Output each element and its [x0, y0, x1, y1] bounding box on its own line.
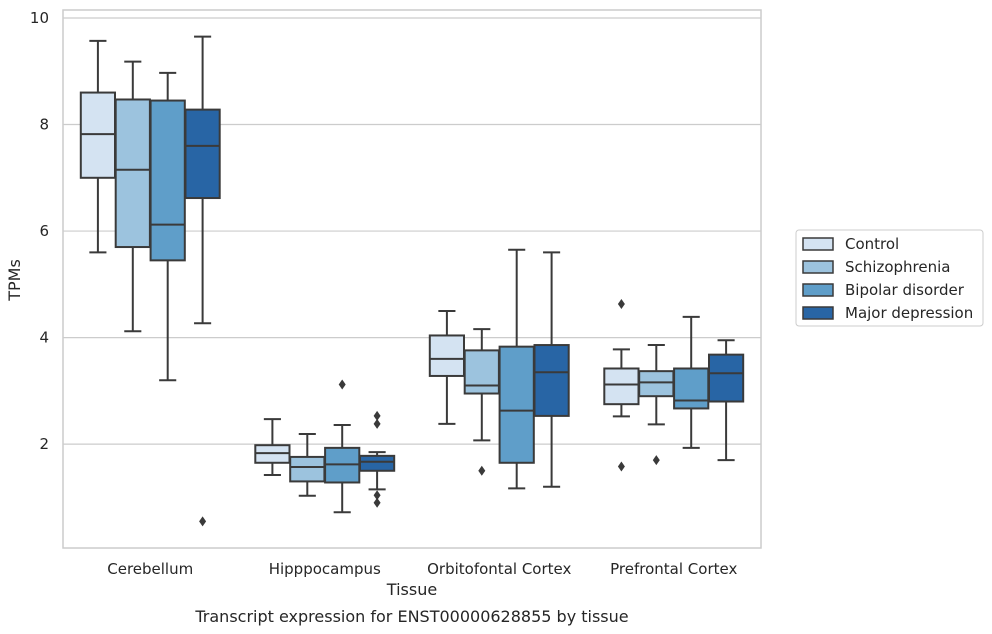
x-tick-label: Orbitofontal Cortex: [427, 560, 571, 578]
box-3-1: [358, 410, 396, 508]
box-iqr: [463, 349, 500, 395]
y-tick-label: 10: [30, 9, 49, 27]
figure-caption: Transcript expression for ENST0000062885…: [194, 607, 628, 626]
y-tick-label: 2: [39, 435, 49, 453]
box-2-3: [673, 315, 710, 449]
x-tick-label: Cerebellum: [107, 560, 193, 578]
legend-label: Bipolar disorder: [845, 281, 965, 299]
box-2-2: [498, 248, 535, 490]
box-0-1: [254, 418, 291, 477]
outlier-point: [373, 497, 381, 508]
legend-label: Control: [845, 235, 899, 253]
boxes: [79, 35, 745, 527]
box-iqr: [149, 99, 186, 262]
outlier-point: [617, 299, 625, 310]
x-tick-label: Hipppocampus: [269, 560, 381, 578]
x-tick-label: Prefrontal Cortex: [610, 560, 737, 578]
box-1-3: [638, 344, 675, 466]
outlier-point: [373, 418, 381, 429]
y-axis-label: TPMs: [5, 259, 24, 302]
outlier-point: [373, 410, 381, 421]
outlier-point: [373, 490, 381, 501]
box-iqr: [184, 108, 221, 200]
box-1-2: [463, 328, 500, 476]
box-0-2: [428, 309, 466, 425]
box-1-1: [289, 433, 326, 497]
outlier-point: [199, 516, 207, 527]
box-iqr: [707, 353, 745, 403]
y-tick-labels: 2 4 6 8 10: [30, 9, 49, 453]
legend-swatch: [802, 237, 834, 251]
outlier-point: [617, 461, 625, 472]
box-0-0: [79, 39, 117, 254]
y-tick-label: 6: [39, 222, 49, 240]
box-3-2: [533, 251, 570, 488]
box-2-0: [149, 71, 186, 382]
legend-swatch: [802, 306, 834, 320]
box-iqr: [289, 455, 326, 483]
box-2-1: [324, 379, 361, 514]
legend-label: Schizophrenia: [845, 258, 950, 276]
box-3-3: [707, 339, 745, 462]
box-iqr: [498, 345, 535, 464]
outlier-point: [652, 455, 660, 466]
box-iqr: [533, 344, 570, 417]
box-3-0: [184, 35, 221, 527]
box-iqr: [79, 91, 117, 179]
legend: Control Schizophrenia Bipolar disorder Majo…: [795, 229, 984, 327]
x-tick-labels: Cerebellum Hipppocampus Orbitofontal Corte…: [107, 560, 737, 578]
box-iqr: [603, 367, 640, 406]
box-iqr: [358, 454, 396, 472]
y-tick-label: 4: [39, 329, 49, 347]
plot-frame: [62, 9, 762, 549]
box-iqr: [428, 334, 466, 377]
outlier-point: [338, 379, 346, 390]
box-1-0: [114, 60, 151, 333]
legend-swatch: [802, 260, 834, 274]
x-axis-label: Tissue: [386, 580, 437, 599]
y-tick-label: 8: [39, 116, 49, 134]
box-iqr: [638, 370, 675, 398]
legend-frame: [795, 229, 984, 327]
box-iqr: [673, 367, 710, 410]
legend-label: Major depression: [845, 304, 973, 322]
box-iqr: [114, 98, 151, 249]
outlier-point: [478, 465, 486, 476]
box-0-3: [603, 299, 640, 472]
legend-swatch: [802, 283, 834, 297]
